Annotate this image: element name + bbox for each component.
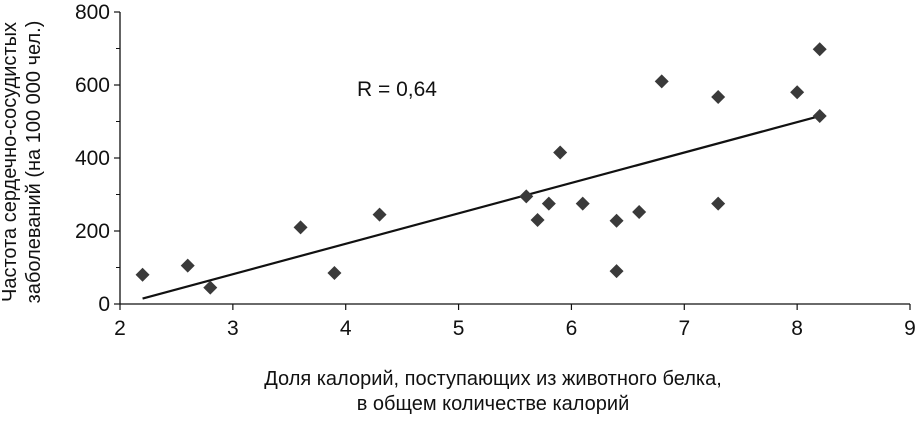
y-tick-label: 400 xyxy=(75,147,110,170)
y-tick-label: 800 xyxy=(75,1,110,24)
y-axis-title: Частота сердечно-сосудистых xyxy=(0,22,21,302)
x-tick-label: 6 xyxy=(566,317,578,340)
data-point xyxy=(575,196,590,211)
data-point xyxy=(553,145,568,160)
x-tick-label: 4 xyxy=(340,317,352,340)
y-tick-label: 0 xyxy=(98,293,110,316)
data-point xyxy=(711,196,726,211)
data-point xyxy=(812,42,827,57)
data-point xyxy=(372,207,387,222)
axes xyxy=(114,11,911,310)
x-axis-title: в общем количестве калорий xyxy=(357,393,630,415)
data-point xyxy=(711,90,726,105)
x-tick-label: 7 xyxy=(678,317,690,340)
data-point xyxy=(609,213,624,228)
y-axis-title: заболеваний (на 100 000 чел.) xyxy=(23,21,45,304)
data-point xyxy=(203,280,218,295)
y-tick-label: 600 xyxy=(75,74,110,97)
trendline-group xyxy=(142,114,821,300)
x-tick-label: 5 xyxy=(453,317,465,340)
data-point xyxy=(541,196,556,211)
trendline xyxy=(142,114,821,300)
data-point xyxy=(812,109,827,124)
x-tick-label: 8 xyxy=(791,317,803,340)
data-point xyxy=(180,258,195,273)
data-point xyxy=(135,267,150,282)
data-point xyxy=(654,74,669,89)
data-point xyxy=(632,205,647,220)
x-axis-title: Доля калорий, поступающих из животного б… xyxy=(264,368,722,390)
x-tick-label: 9 xyxy=(904,317,916,340)
data-point xyxy=(790,85,805,100)
x-tick-label: 3 xyxy=(227,317,239,340)
x-tick-label: 2 xyxy=(114,317,126,340)
points-group xyxy=(135,42,827,295)
y-tick-label: 200 xyxy=(75,220,110,243)
data-point xyxy=(519,189,534,204)
data-point xyxy=(293,220,308,235)
data-point xyxy=(530,213,545,228)
correlation-annotation: R = 0,64 xyxy=(357,78,437,101)
data-point xyxy=(609,264,624,279)
data-point xyxy=(327,265,342,280)
